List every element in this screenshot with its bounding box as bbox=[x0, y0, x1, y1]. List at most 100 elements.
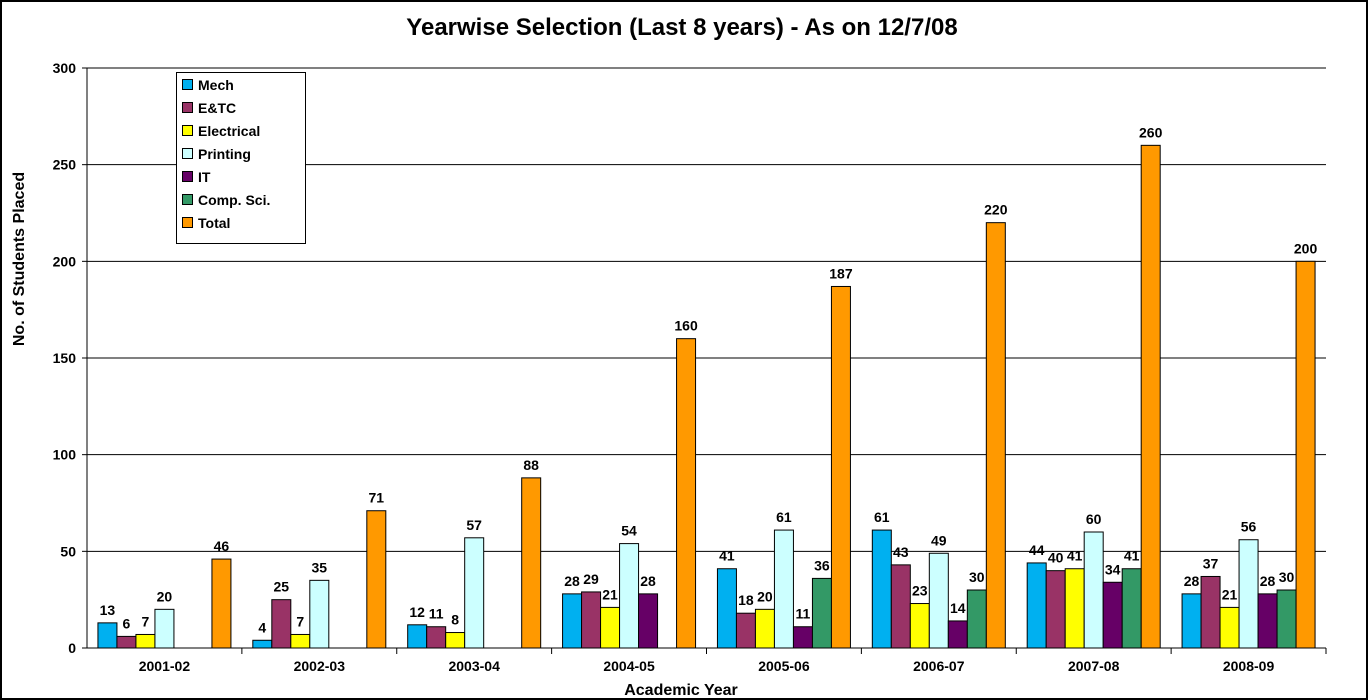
bar-mech bbox=[562, 593, 583, 649]
data-label: 35 bbox=[312, 559, 328, 575]
data-label: 49 bbox=[931, 532, 947, 548]
legend-item: E&TC bbox=[177, 96, 305, 119]
data-label: 11 bbox=[429, 606, 444, 622]
legend-label: IT bbox=[198, 168, 211, 185]
data-label: 21 bbox=[1222, 586, 1238, 602]
bar-electrical bbox=[600, 606, 621, 649]
legend-swatch bbox=[182, 217, 193, 228]
bar-total bbox=[366, 510, 387, 649]
x-tick-label: 2006-07 bbox=[913, 658, 965, 674]
chart-title: Yearwise Selection (Last 8 years) - As o… bbox=[406, 14, 958, 41]
legend-label: Electrical bbox=[198, 122, 261, 139]
bar-e-tc bbox=[735, 612, 756, 649]
bar-it bbox=[792, 626, 813, 649]
y-tick-label: 150 bbox=[53, 350, 77, 366]
legend-label: Printing bbox=[198, 145, 251, 162]
data-label: 13 bbox=[100, 602, 116, 618]
bar-it bbox=[1257, 593, 1278, 649]
bar-e-tc bbox=[116, 635, 137, 649]
bar-total bbox=[830, 285, 851, 649]
bar-e-tc bbox=[271, 599, 292, 649]
data-label: 44 bbox=[1029, 542, 1045, 558]
bar-comp-sci- bbox=[966, 589, 987, 649]
x-tick-label: 2001-02 bbox=[139, 658, 191, 674]
bar-e-tc bbox=[890, 564, 911, 649]
bar-it bbox=[1102, 581, 1123, 649]
data-label: 7 bbox=[142, 613, 150, 629]
bar-electrical bbox=[909, 603, 930, 649]
data-label: 34 bbox=[1105, 561, 1121, 577]
data-label: 41 bbox=[719, 548, 735, 564]
y-tick-label: 0 bbox=[68, 640, 76, 656]
bar-total bbox=[211, 558, 232, 649]
legend-label: Comp. Sci. bbox=[198, 191, 271, 208]
data-label: 54 bbox=[621, 523, 637, 539]
data-label: 20 bbox=[757, 588, 773, 604]
legend: Mech E&TC Electrical Printing IT Comp. Sci. To… bbox=[176, 72, 306, 244]
bar-electrical bbox=[290, 633, 311, 649]
legend-swatch bbox=[182, 102, 193, 113]
bar-electrical bbox=[445, 632, 466, 649]
bar-e-tc bbox=[426, 626, 447, 649]
bar-it bbox=[947, 620, 968, 649]
data-label: 8 bbox=[451, 612, 459, 628]
bar-comp-sci- bbox=[1121, 568, 1142, 649]
bar-mech bbox=[1181, 593, 1202, 649]
x-axis-title: Academic Year bbox=[624, 682, 738, 699]
legend-item: Mech bbox=[177, 73, 305, 96]
data-label: 30 bbox=[1279, 569, 1295, 585]
data-label: 21 bbox=[602, 586, 618, 602]
y-tick-label: 250 bbox=[53, 157, 77, 173]
x-tick-label: 2005-06 bbox=[758, 658, 810, 674]
legend-label: E&TC bbox=[198, 99, 237, 116]
axes: 0 50 100 150 200 250 300 2001-02 2002-03 2003-04 2… bbox=[53, 60, 1327, 674]
bar-total bbox=[1295, 260, 1316, 649]
data-label: 7 bbox=[296, 613, 304, 629]
data-label: 12 bbox=[409, 604, 425, 620]
x-tick-label: 2003-04 bbox=[448, 658, 500, 674]
data-label: 260 bbox=[1139, 124, 1163, 140]
bar-e-tc bbox=[1200, 575, 1221, 649]
bar-electrical bbox=[1064, 568, 1085, 649]
data-label: 4 bbox=[258, 619, 266, 635]
data-label: 23 bbox=[912, 583, 928, 599]
data-label: 11 bbox=[796, 606, 811, 622]
data-label: 41 bbox=[1124, 548, 1140, 564]
bar-comp-sci- bbox=[1276, 589, 1297, 649]
bar-printing bbox=[154, 608, 175, 649]
data-label: 88 bbox=[523, 457, 539, 473]
legend-swatch bbox=[182, 171, 193, 182]
data-label: 43 bbox=[893, 544, 909, 560]
bar-electrical bbox=[135, 633, 156, 649]
data-label: 28 bbox=[564, 573, 580, 589]
bar-it bbox=[638, 593, 659, 649]
data-label: 40 bbox=[1048, 550, 1064, 566]
data-label: 71 bbox=[369, 490, 385, 506]
bar-printing bbox=[928, 552, 949, 649]
bar-total bbox=[1140, 144, 1161, 649]
bar-printing bbox=[1238, 539, 1259, 649]
bar-mech bbox=[407, 624, 428, 649]
bar-mech bbox=[716, 568, 737, 649]
legend-item: Comp. Sci. bbox=[177, 188, 305, 211]
bar-printing bbox=[1083, 531, 1104, 649]
bar-e-tc bbox=[581, 591, 602, 649]
data-label: 36 bbox=[814, 557, 830, 573]
data-label: 37 bbox=[1203, 555, 1219, 571]
bar-total bbox=[676, 338, 697, 649]
bar-printing bbox=[619, 543, 640, 649]
y-tick-label: 200 bbox=[53, 253, 77, 269]
bar-mech bbox=[97, 622, 118, 649]
legend-swatch bbox=[182, 148, 193, 159]
legend-label: Total bbox=[198, 214, 231, 231]
legend-item: Electrical bbox=[177, 119, 305, 142]
legend-item: IT bbox=[177, 165, 305, 188]
legend-item: Printing bbox=[177, 142, 305, 165]
bar-printing bbox=[773, 529, 794, 649]
data-label: 200 bbox=[1294, 240, 1318, 256]
y-tick-label: 50 bbox=[60, 543, 76, 559]
data-label: 60 bbox=[1086, 511, 1102, 527]
data-label: 28 bbox=[640, 573, 656, 589]
legend-item: Total bbox=[177, 211, 305, 234]
